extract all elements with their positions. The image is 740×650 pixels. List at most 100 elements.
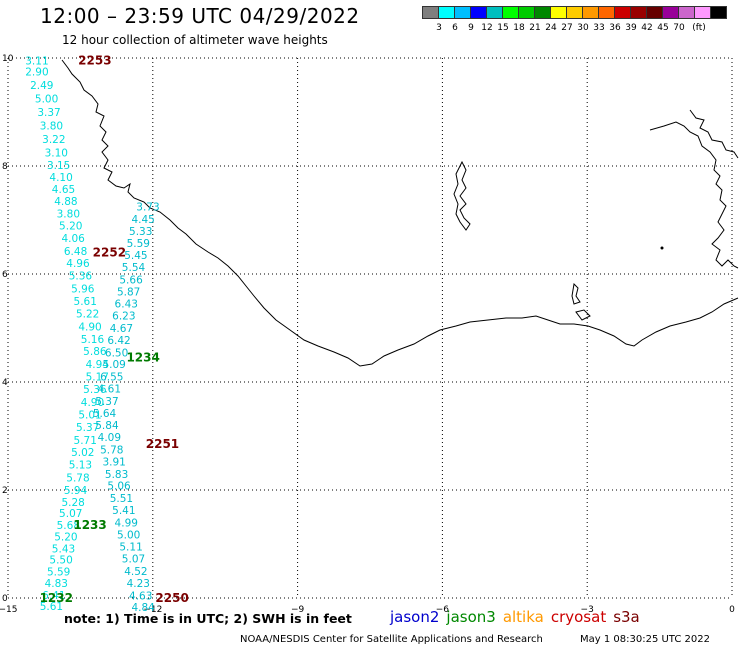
y-tick-label: 0 xyxy=(2,594,8,604)
legend-label: 6 xyxy=(452,23,458,33)
legend-label: 45 xyxy=(657,23,669,33)
wave-height-value: 5.13 xyxy=(69,460,92,472)
wave-height-value: 5.94 xyxy=(64,485,88,497)
wave-height-value: 6.43 xyxy=(115,299,138,311)
y-tick-label: 2 xyxy=(2,486,8,496)
wave-height-value: 5.71 xyxy=(74,435,97,447)
wave-height-value: 5.78 xyxy=(100,445,123,457)
wave-height-value: 6.48 xyxy=(64,246,87,258)
x-tick-label: 0 xyxy=(729,605,735,615)
islet xyxy=(660,246,664,250)
legend-label: 39 xyxy=(625,23,637,33)
pass-id-label: 1234 xyxy=(126,351,159,365)
pass-labels: 2253 2252 1234 2251 1233 1232 2250 xyxy=(40,54,189,605)
wave-height-value: 3.37 xyxy=(37,107,60,119)
wave-height-value: 6.55 xyxy=(100,372,123,384)
wave-height-value: 5.36 xyxy=(69,271,93,283)
wave-height-value: 6.50 xyxy=(105,347,128,359)
wave-height-value: 5.01 xyxy=(78,409,101,421)
footer-note: note: 1) Time is in UTC; 2) SWH is in fe… xyxy=(64,611,352,626)
x-tick-label: −12 xyxy=(143,605,162,615)
wave-height-value: 3.10 xyxy=(45,148,68,160)
wave-height-value: 5.84 xyxy=(95,420,119,432)
wave-height-value: 4.90 xyxy=(78,321,101,333)
wave-height-value: 3.80 xyxy=(40,121,63,133)
satellite-name: s3a xyxy=(613,608,640,626)
legend-label: 30 xyxy=(577,23,589,33)
wave-height-value: 6.23 xyxy=(112,311,135,323)
wave-height-value: 4.10 xyxy=(49,172,72,184)
wave-height-value: 5.37 xyxy=(76,422,99,434)
island-large xyxy=(453,160,471,231)
northeast-inlet xyxy=(689,109,739,159)
wave-height-value: 5.37 xyxy=(95,396,118,408)
legend-label: 18 xyxy=(513,23,525,33)
wave-height-value: 5.06 xyxy=(107,481,131,493)
wave-height-value: 5.09 xyxy=(102,359,125,371)
wave-height-value: 5.64 xyxy=(93,408,117,420)
wave-height-value: 4.23 xyxy=(127,578,150,590)
wave-height-value: 5.68 xyxy=(57,520,80,532)
satellite-name: cryosat xyxy=(550,608,607,626)
legend-label: 42 xyxy=(641,23,653,33)
wave-height-value: 2.49 xyxy=(30,80,53,92)
legend-label: 21 xyxy=(529,23,541,33)
generation-timestamp: May 1 08:30:25 UTC 2022 xyxy=(580,634,710,645)
wave-height-value: 5.50 xyxy=(49,555,72,567)
legend-label: 24 xyxy=(545,23,557,33)
x-tick-label: −3 xyxy=(581,605,594,615)
wave-height-value: 5.45 xyxy=(124,250,147,262)
wave-height-value: 4.52 xyxy=(124,566,147,578)
legend-label: 12 xyxy=(481,23,493,33)
legend-label: 36 xyxy=(609,23,621,33)
wave-height-value: 4.09 xyxy=(98,432,121,444)
y-tick-label: 4 xyxy=(2,378,8,388)
northeast-coast xyxy=(649,121,739,269)
map-title: 12:00 – 23:59 UTC 04/29/2022 xyxy=(40,4,360,28)
wave-height-value: 4.90 xyxy=(81,397,104,409)
pass-id-label: 2251 xyxy=(146,437,179,451)
island-small xyxy=(571,282,581,305)
wave-height-value: 5.87 xyxy=(117,286,140,298)
wave-height-value: 5.07 xyxy=(59,508,82,520)
wave-height-value: 5.59 xyxy=(47,567,70,579)
axes: −15 −12 −9 −6 −3 0 0 2 4 6 8 10 xyxy=(0,54,735,615)
wave-height-value: 4.65 xyxy=(52,184,75,196)
wave-height-value: 5.78 xyxy=(66,473,89,485)
wave-height-value: 3.80 xyxy=(57,209,80,221)
satellite-name: jason3 xyxy=(446,608,496,626)
wave-height-value: 4.61 xyxy=(98,383,121,395)
coastline xyxy=(61,59,739,367)
legend-label: 70 xyxy=(673,23,685,33)
pass-id-label: 2253 xyxy=(78,54,111,68)
pass-id-label: 2250 xyxy=(155,591,188,605)
wave-height-value: 4.99 xyxy=(115,517,138,529)
wave-height-value: 5.11 xyxy=(119,542,142,554)
wave-height-value: 4.96 xyxy=(66,258,90,270)
wave-height-value: 5.00 xyxy=(117,529,140,541)
wave-height-value: 5.17 xyxy=(86,372,109,384)
wave-height-value: 3.11 xyxy=(25,56,48,68)
wave-height-value: 5.16 xyxy=(81,334,105,346)
wave-height-value: 4.67 xyxy=(110,323,133,335)
satellite-name: jason2 xyxy=(390,608,440,626)
wave-height-value: 5.22 xyxy=(76,308,99,320)
wave-height-value: 4.88 xyxy=(54,196,77,208)
wave-height-value: 5.33 xyxy=(129,226,152,238)
wave-height-value: 5.83 xyxy=(105,469,128,481)
mainland-coast xyxy=(61,59,739,367)
wave-height-value: 3.91 xyxy=(102,456,125,468)
wave-height-value: 4.63 xyxy=(129,590,152,602)
satellite-legend: jason2 jason3 altika cryosat s3a xyxy=(390,608,647,626)
wave-height-value: 4.84 xyxy=(131,602,155,614)
pass-id-label: 1232 xyxy=(40,591,73,605)
map-subtitle: 12 hour collection of altimeter wave hei… xyxy=(62,33,328,47)
credit-line: NOAA/NESDIS Center for Satellite Applica… xyxy=(240,634,543,645)
wave-height-value: 5.59 xyxy=(127,238,150,250)
legend-label: 15 xyxy=(497,23,509,33)
legend-label: 27 xyxy=(561,23,573,33)
wave-height-value: 4.06 xyxy=(61,233,85,245)
x-tick-label: −6 xyxy=(436,605,450,615)
wave-height-value: 5.66 xyxy=(119,274,143,286)
